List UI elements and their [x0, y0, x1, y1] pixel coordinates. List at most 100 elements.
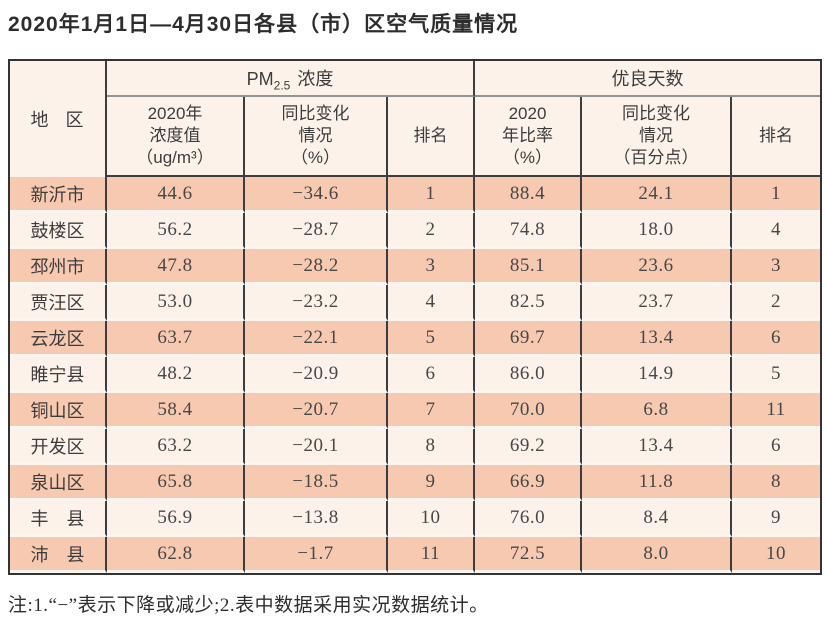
cell-good-rate: 66.9 — [475, 465, 582, 502]
cell-pm-rank: 4 — [388, 285, 475, 322]
region-label: 睢宁县 — [30, 364, 85, 385]
cell-pm-change: −34.6 — [245, 177, 388, 214]
region-label: 新沂市 — [30, 184, 85, 205]
region-label: 铜山区 — [30, 400, 85, 421]
cell-region: 贾汪区 — [10, 285, 107, 322]
cell-good-change: 11.8 — [582, 465, 732, 502]
cell-pm-value: 48.2 — [107, 357, 245, 394]
footnote: 注:1.“−”表示下降或减少;2.表中数据采用实况数据统计。 — [8, 595, 489, 617]
cell-pm-rank: 9 — [388, 465, 475, 502]
cell-pm-rank: 3 — [388, 249, 475, 286]
table-row: 睢宁县 48.2 −20.9 6 86.0 14.9 5 — [10, 357, 820, 394]
cell-region: 开发区 — [10, 429, 107, 466]
table-row: 鼓楼区 56.2 −28.7 2 74.8 18.0 4 — [10, 213, 820, 250]
good-days-label: 优良天数 — [611, 69, 684, 90]
page-title: 2020年1月1日—4月30日各县（市）区空气质量情况 — [8, 13, 519, 36]
cell-region: 沛县 — [10, 537, 107, 574]
cell-good-rank: 4 — [732, 213, 820, 250]
cell-pm-change: −13.8 — [245, 501, 388, 538]
table-row: 云龙区 63.7 −22.1 5 69.7 13.4 6 — [10, 321, 820, 358]
table-row: 贾汪区 53.0 −23.2 4 82.5 23.7 2 — [10, 285, 820, 322]
cell-pm-change: −20.1 — [245, 429, 388, 466]
region-label: 泉山区 — [30, 472, 85, 493]
cell-good-change: 6.8 — [582, 393, 732, 430]
region-label: 开发区 — [30, 436, 85, 457]
cell-pm-rank: 5 — [388, 321, 475, 358]
region-label: 云龙区 — [30, 328, 85, 349]
cell-pm-change: −22.1 — [245, 321, 388, 358]
cell-good-rate: 88.4 — [475, 177, 582, 214]
table-row: 新沂市 44.6 −34.6 1 88.4 24.1 1 — [10, 177, 820, 214]
header-group-good-days: 优良天数 — [475, 61, 820, 98]
cell-good-rank: 11 — [732, 393, 820, 430]
cell-good-change: 8.4 — [582, 501, 732, 538]
cell-good-change: 13.4 — [582, 429, 732, 466]
cell-good-rank: 5 — [732, 357, 820, 394]
table-row: 邳州市 47.8 −28.2 3 85.1 23.6 3 — [10, 249, 820, 286]
pm25-concentration-label: PM2.5 浓度 — [246, 68, 334, 93]
header-region: 地区 — [10, 61, 107, 178]
cell-region: 鼓楼区 — [10, 213, 107, 250]
cell-pm-change: −1.7 — [245, 537, 388, 574]
cell-pm-value: 44.6 — [107, 177, 245, 214]
cell-good-change: 14.9 — [582, 357, 732, 394]
cell-pm-change: −20.7 — [245, 393, 388, 430]
cell-pm-value: 62.8 — [107, 537, 245, 574]
cell-good-rate: 85.1 — [475, 249, 582, 286]
cell-good-rank: 1 — [732, 177, 820, 214]
cell-pm-value: 63.7 — [107, 321, 245, 358]
cell-good-rank: 3 — [732, 249, 820, 286]
cell-pm-rank: 2 — [388, 213, 475, 250]
region-label: 丰县 — [30, 508, 85, 529]
region-label: 沛县 — [30, 544, 85, 565]
cell-good-rate: 86.0 — [475, 357, 582, 394]
table-row: 丰县 56.9 −13.8 10 76.0 8.4 9 — [10, 501, 820, 538]
header-good-change: 同比变化 情况 （百分点） — [582, 97, 732, 178]
cell-pm-rank: 6 — [388, 357, 475, 394]
cell-good-rank: 6 — [732, 429, 820, 466]
cell-pm-rank: 7 — [388, 393, 475, 430]
cell-pm-change: −23.2 — [245, 285, 388, 322]
cell-pm-change: −28.7 — [245, 213, 388, 250]
cell-good-change: 13.4 — [582, 321, 732, 358]
cell-region: 邳州市 — [10, 249, 107, 286]
cell-pm-rank: 10 — [388, 501, 475, 538]
cell-good-rate: 74.8 — [475, 213, 582, 250]
cell-pm-value: 47.8 — [107, 249, 245, 286]
cell-pm-change: −28.2 — [245, 249, 388, 286]
cell-pm-rank: 11 — [388, 537, 475, 574]
header-pm-rank: 排名 — [388, 97, 475, 178]
cell-region: 丰县 — [10, 501, 107, 538]
cell-good-rate: 76.0 — [475, 501, 582, 538]
cell-good-change: 8.0 — [582, 537, 732, 574]
cell-pm-rank: 1 — [388, 177, 475, 214]
cell-region: 铜山区 — [10, 393, 107, 430]
header-pm-change: 同比变化 情况 （%） — [245, 97, 388, 178]
cell-good-rate: 69.2 — [475, 429, 582, 466]
table-row: 泉山区 65.8 −18.5 9 66.9 11.8 8 — [10, 465, 820, 502]
cell-pm-value: 53.0 — [107, 285, 245, 322]
cell-good-change: 24.1 — [582, 177, 732, 214]
header-group-row: 地区 PM2.5 浓度 优良天数 — [10, 61, 820, 178]
cell-pm-value: 63.2 — [107, 429, 245, 466]
table-header: 地区 PM2.5 浓度 优良天数 2020年 浓度值 （ug/m³） 同比变化 情… — [10, 61, 820, 178]
cell-good-rank: 9 — [732, 501, 820, 538]
header-pm-value: 2020年 浓度值 （ug/m³） — [107, 97, 245, 178]
cell-region: 睢宁县 — [10, 357, 107, 394]
cell-good-rank: 2 — [732, 285, 820, 322]
cell-pm-value: 56.9 — [107, 501, 245, 538]
cell-pm-value: 58.4 — [107, 393, 245, 430]
header-group-pm25: PM2.5 浓度 — [107, 61, 475, 98]
cell-pm-change: −18.5 — [245, 465, 388, 502]
air-quality-table: 地区 PM2.5 浓度 优良天数 2020年 浓度值 （ug/m³） 同比变化 情… — [8, 59, 822, 576]
cell-good-rank: 10 — [732, 537, 820, 574]
header-region-label: 地区 — [30, 110, 85, 131]
region-label: 贾汪区 — [30, 292, 85, 313]
table-row: 铜山区 58.4 −20.7 7 70.0 6.8 11 — [10, 393, 820, 430]
cell-good-rate: 72.5 — [475, 537, 582, 574]
header-good-rate: 2020 年比率 （%） — [475, 97, 582, 178]
header-sub-row: 2020年 浓度值 （ug/m³） 同比变化 情况 （%） 排名 2020 年比… — [10, 97, 820, 178]
cell-good-rate: 69.7 — [475, 321, 582, 358]
cell-good-change: 23.6 — [582, 249, 732, 286]
cell-good-rank: 8 — [732, 465, 820, 502]
